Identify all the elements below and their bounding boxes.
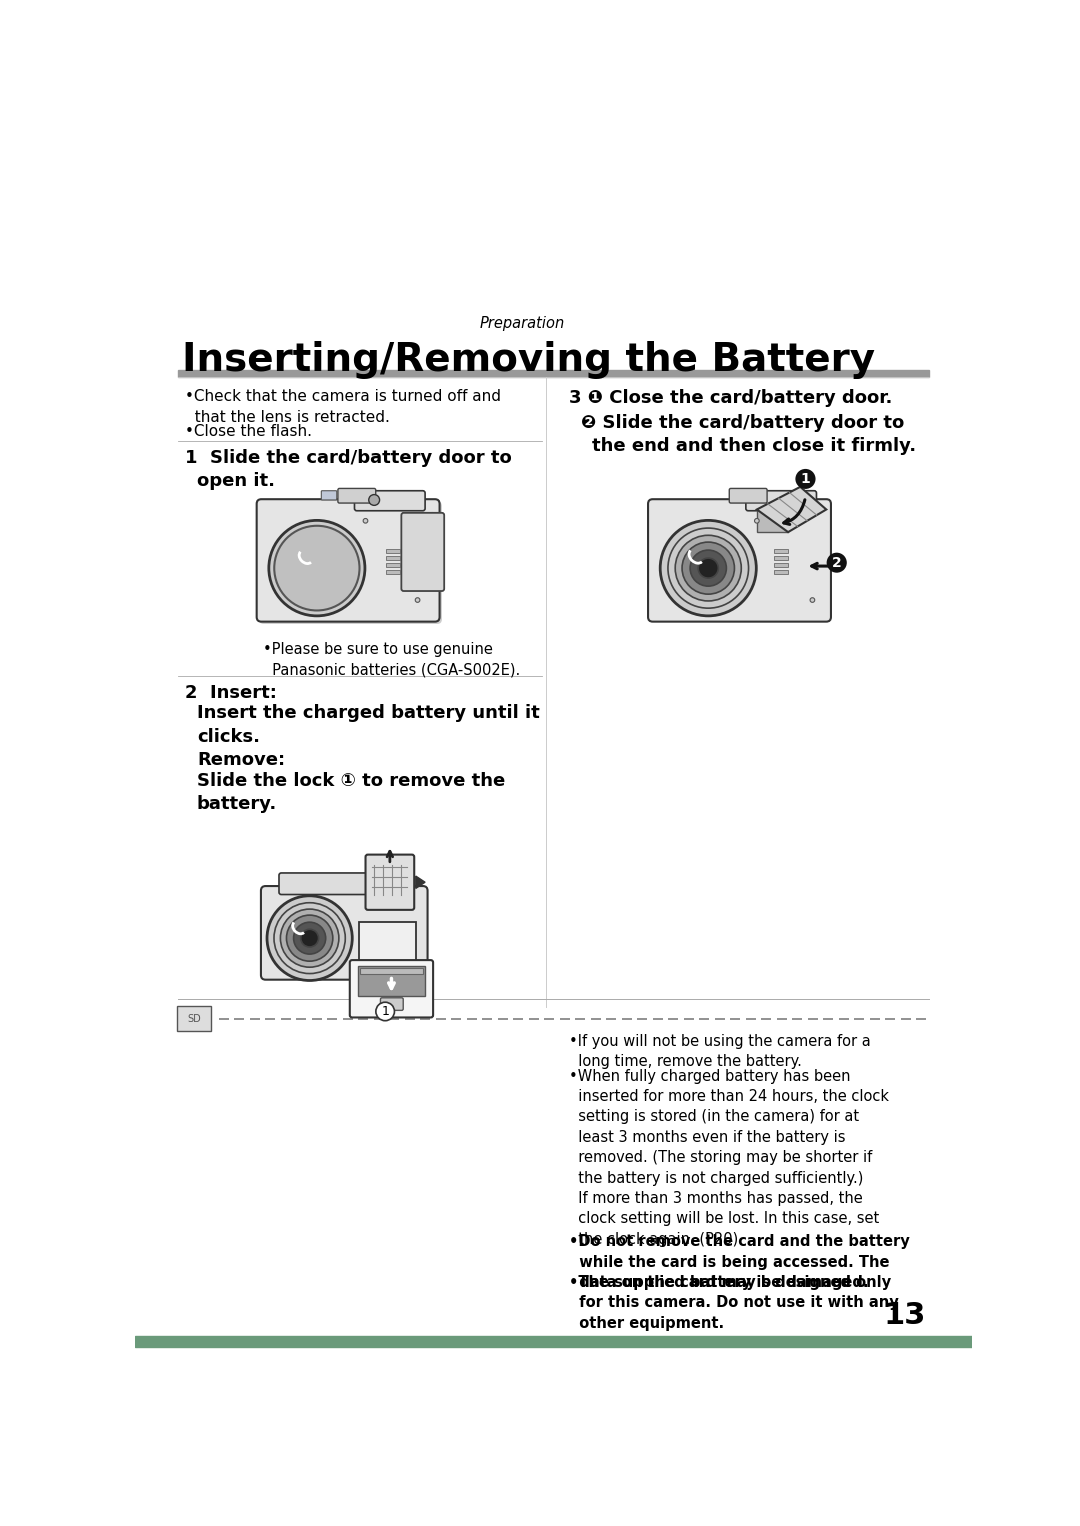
Circle shape: [286, 916, 333, 961]
Circle shape: [281, 909, 339, 967]
Bar: [387, 563, 401, 566]
Circle shape: [293, 545, 341, 592]
Text: 1: 1: [381, 1006, 389, 1018]
Text: Insert the charged battery until it: Insert the charged battery until it: [197, 705, 540, 722]
FancyBboxPatch shape: [338, 488, 376, 504]
Text: Slide the lock ① to remove the: Slide the lock ① to remove the: [197, 772, 505, 790]
Text: the end and then close it firmly.: the end and then close it firmly.: [592, 438, 916, 455]
Circle shape: [308, 559, 326, 577]
Circle shape: [667, 528, 748, 609]
FancyBboxPatch shape: [729, 488, 767, 504]
Circle shape: [300, 551, 334, 584]
Text: •Do not remove the card and the battery
  while the card is being accessed. The
: •Do not remove the card and the battery …: [569, 1235, 909, 1289]
Text: Inserting/Removing the Battery: Inserting/Removing the Battery: [181, 340, 875, 378]
Text: •Please be sure to use genuine
  Panasonic batteries (CGA-S002E).: •Please be sure to use genuine Panasonic…: [262, 642, 521, 678]
Polygon shape: [416, 876, 426, 888]
Bar: [774, 549, 788, 552]
Circle shape: [683, 542, 734, 594]
Circle shape: [675, 536, 741, 601]
Polygon shape: [757, 487, 826, 533]
Text: 1: 1: [800, 472, 810, 485]
Circle shape: [376, 1003, 394, 1021]
Circle shape: [280, 531, 354, 606]
Text: open it.: open it.: [197, 472, 275, 490]
Circle shape: [274, 526, 360, 610]
Text: SD: SD: [187, 1013, 201, 1024]
Bar: [177, 371, 930, 377]
Circle shape: [415, 598, 420, 603]
FancyBboxPatch shape: [350, 960, 433, 1018]
Bar: [774, 563, 788, 566]
FancyBboxPatch shape: [354, 491, 426, 511]
Text: •The supplied battery is designed only
  for this camera. Do not use it with any: •The supplied battery is designed only f…: [569, 1276, 899, 1331]
Circle shape: [269, 520, 365, 617]
FancyBboxPatch shape: [259, 502, 442, 624]
Circle shape: [363, 519, 368, 523]
Text: •If you will not be using the camera for a
  long time, remove the battery.: •If you will not be using the camera for…: [569, 1035, 870, 1070]
FancyBboxPatch shape: [648, 499, 831, 621]
Text: •Close the flash.: •Close the flash.: [186, 424, 312, 439]
Circle shape: [267, 896, 352, 981]
Bar: [774, 569, 788, 574]
FancyBboxPatch shape: [257, 499, 440, 621]
Bar: [387, 549, 401, 552]
Bar: [135, 1335, 972, 1346]
Text: clicks.: clicks.: [197, 728, 260, 746]
Circle shape: [300, 929, 319, 948]
FancyBboxPatch shape: [177, 1006, 211, 1032]
Circle shape: [294, 922, 326, 954]
FancyBboxPatch shape: [322, 491, 337, 501]
FancyBboxPatch shape: [757, 510, 788, 533]
Circle shape: [690, 549, 727, 586]
Bar: [774, 555, 788, 560]
Text: 3 ❶ Close the card/battery door.: 3 ❶ Close the card/battery door.: [569, 389, 892, 407]
Text: Remove:: Remove:: [197, 751, 285, 769]
Bar: [360, 967, 423, 974]
Text: 2  Insert:: 2 Insert:: [186, 684, 278, 702]
Circle shape: [795, 468, 815, 488]
Circle shape: [826, 552, 847, 572]
Text: 1  Slide the card/battery door to: 1 Slide the card/battery door to: [186, 449, 512, 467]
FancyBboxPatch shape: [746, 491, 816, 511]
FancyBboxPatch shape: [365, 855, 415, 909]
Circle shape: [755, 519, 759, 523]
Text: 13: 13: [883, 1302, 926, 1331]
Text: Preparation: Preparation: [480, 316, 565, 331]
Circle shape: [274, 903, 346, 974]
FancyBboxPatch shape: [360, 922, 416, 981]
Circle shape: [698, 559, 718, 578]
Circle shape: [660, 520, 756, 617]
Text: •Check that the camera is turned off and
  that the lens is retracted.: •Check that the camera is turned off and…: [186, 389, 501, 424]
Circle shape: [368, 494, 379, 505]
Circle shape: [286, 537, 348, 598]
Text: ❷ Slide the card/battery door to: ❷ Slide the card/battery door to: [581, 414, 904, 432]
FancyBboxPatch shape: [261, 887, 428, 980]
Text: 2: 2: [832, 555, 841, 569]
Text: battery.: battery.: [197, 795, 278, 813]
Text: •When fully charged battery has been
  inserted for more than 24 hours, the cloc: •When fully charged battery has been ins…: [569, 1068, 889, 1247]
FancyBboxPatch shape: [279, 873, 409, 894]
FancyBboxPatch shape: [380, 998, 403, 1010]
Bar: [387, 569, 401, 574]
FancyBboxPatch shape: [357, 966, 426, 996]
FancyBboxPatch shape: [402, 513, 444, 591]
Bar: [387, 555, 401, 560]
Circle shape: [810, 598, 814, 603]
